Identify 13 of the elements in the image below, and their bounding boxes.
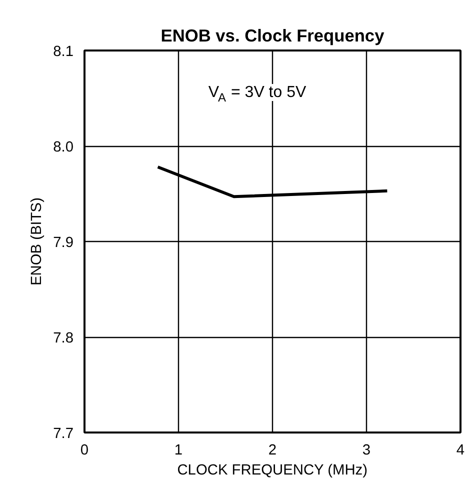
x-tick-label: 0 xyxy=(80,442,89,458)
y-tick-label: 7.8 xyxy=(53,330,74,346)
y-tick-label: 7.7 xyxy=(53,426,74,442)
x-tick-label: 2 xyxy=(268,442,277,458)
chart-title: ENOB vs. Clock Frequency xyxy=(160,26,385,46)
y-tick-label: 8.1 xyxy=(53,44,74,60)
y-tick-label: 7.9 xyxy=(53,235,74,251)
x-tick-label: 4 xyxy=(456,442,465,458)
x-tick-label: 3 xyxy=(362,442,371,458)
y-tick-label: 8.0 xyxy=(53,140,74,156)
x-tick-label: 1 xyxy=(174,442,183,458)
y-axis-title: ENOB (BITS) xyxy=(29,198,46,286)
x-axis-title: CLOCK FREQUENCY (MHz) xyxy=(177,462,368,478)
